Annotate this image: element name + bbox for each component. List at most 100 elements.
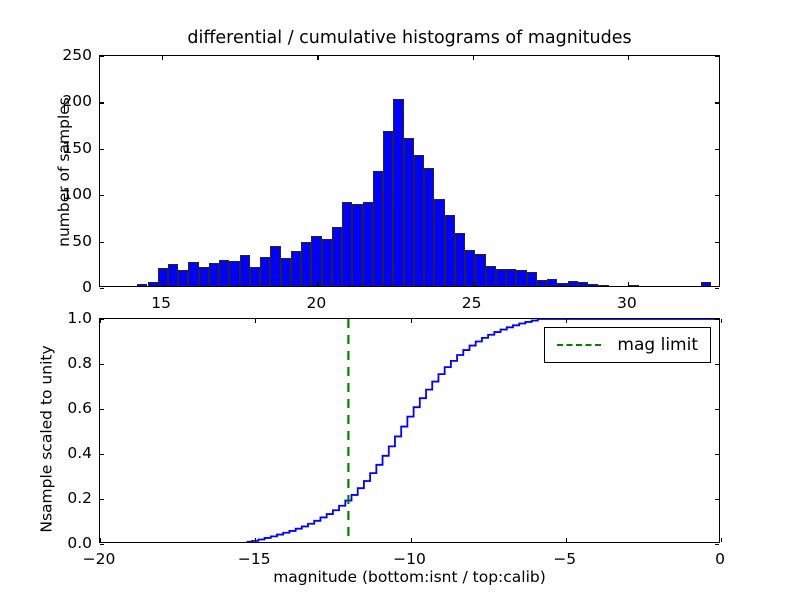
x-tick-label: 15 <box>151 294 171 312</box>
histogram-bar <box>495 269 507 286</box>
legend-entry-label: mag limit <box>617 335 698 355</box>
x-tick-mark <box>565 319 567 323</box>
histogram-bar <box>598 284 609 286</box>
histogram-bar <box>270 246 281 286</box>
x-tick-label: −5 <box>553 550 577 568</box>
y-tick-label: 0.0 <box>67 534 92 552</box>
y-tick-label: 0.4 <box>67 444 92 462</box>
histogram-bar <box>629 284 640 286</box>
x-tick-label: 30 <box>616 294 637 312</box>
histogram-bar <box>260 257 271 286</box>
cumulative-curve <box>100 319 719 542</box>
histogram-bar <box>536 280 548 286</box>
histogram-bar <box>362 202 373 286</box>
x-tick-mark <box>162 56 164 60</box>
y-tick-label: 50 <box>72 231 92 250</box>
y-tick-mark <box>715 499 719 501</box>
y-tick-mark <box>715 56 719 58</box>
histogram-bar <box>485 265 496 286</box>
histogram-bar <box>352 204 363 286</box>
histogram-bar <box>516 270 527 286</box>
top-axis-y-title: number of samples <box>55 97 73 247</box>
x-tick-mark <box>627 282 630 286</box>
y-tick-mark <box>100 544 104 546</box>
y-tick-label: 100 <box>62 185 92 204</box>
x-tick-mark <box>410 319 412 323</box>
histogram-bar <box>290 250 302 286</box>
y-tick-mark <box>715 148 719 150</box>
histogram-bar <box>157 268 168 286</box>
histogram-bar <box>567 281 578 286</box>
histogram-bar <box>178 270 189 286</box>
histogram-bar <box>444 215 455 286</box>
x-tick-mark <box>100 538 102 542</box>
y-tick-mark <box>715 195 719 197</box>
cumulative-histogram-axes: mag limit <box>99 318 723 546</box>
x-tick-mark <box>255 319 257 323</box>
differential-histogram-axes <box>99 55 720 290</box>
histogram-bar <box>331 226 343 286</box>
y-tick-mark <box>100 319 104 321</box>
histogram-bar <box>137 284 148 286</box>
x-tick-mark <box>317 282 319 286</box>
y-tick-mark <box>715 241 719 243</box>
y-tick-mark <box>100 499 104 501</box>
y-tick-label: 0 <box>82 278 92 296</box>
cumulative-curve-svg <box>100 319 719 542</box>
histogram-bar <box>198 267 209 286</box>
histogram-bar <box>475 254 486 286</box>
cumulative-histogram-plot <box>100 319 719 542</box>
x-tick-label: −20 <box>82 550 116 568</box>
y-tick-label: 0.6 <box>67 399 92 417</box>
y-tick-mark <box>100 195 104 197</box>
y-tick-mark <box>100 102 104 104</box>
histogram-bar <box>311 235 322 286</box>
histogram-bar <box>167 263 179 286</box>
y-tick-mark <box>715 544 719 546</box>
histogram-bar <box>249 266 261 286</box>
histogram-bar <box>280 258 291 286</box>
y-tick-label: 150 <box>62 138 92 157</box>
x-tick-mark <box>317 56 319 60</box>
histogram-bar <box>219 260 230 286</box>
histogram-bar <box>403 137 414 286</box>
histogram-bar <box>229 260 240 286</box>
histogram-bar <box>208 262 220 286</box>
y-tick-mark <box>715 319 719 321</box>
x-tick-label: 25 <box>461 294 482 312</box>
y-tick-mark <box>100 241 104 243</box>
histogram-bar <box>526 272 537 286</box>
histogram-bar <box>454 233 466 286</box>
x-tick-mark <box>472 282 474 286</box>
y-tick-label: 200 <box>62 92 92 111</box>
page-title: differential / cumulative histograms of … <box>187 28 632 48</box>
histogram-bar <box>147 282 158 286</box>
histogram-bar <box>383 131 394 286</box>
y-tick-mark <box>100 288 104 290</box>
y-tick-mark <box>715 288 719 290</box>
histogram-bar <box>424 168 435 286</box>
y-tick-mark <box>100 148 104 150</box>
x-tick-mark <box>410 538 412 542</box>
x-tick-mark <box>162 282 164 286</box>
y-tick-mark <box>715 102 719 104</box>
x-tick-mark <box>721 319 723 323</box>
differential-histogram-plot <box>100 56 719 286</box>
y-tick-mark <box>715 409 719 411</box>
bottom-axis-y-title: Nsample scaled to unity <box>37 345 56 533</box>
histogram-bar <box>393 98 404 286</box>
y-tick-mark <box>715 364 719 366</box>
x-tick-label: 20 <box>306 294 327 312</box>
histogram-bar <box>413 155 425 286</box>
histogram-bar <box>588 284 599 286</box>
y-tick-label: 1.0 <box>67 309 92 327</box>
histogram-bar <box>188 261 199 286</box>
x-tick-mark <box>565 538 567 542</box>
y-tick-mark <box>100 454 104 456</box>
x-tick-label: −15 <box>237 550 271 568</box>
y-tick-label: 0.8 <box>67 354 92 372</box>
histogram-bar <box>434 198 445 286</box>
histogram-bar <box>547 278 558 286</box>
y-tick-mark <box>100 364 104 366</box>
